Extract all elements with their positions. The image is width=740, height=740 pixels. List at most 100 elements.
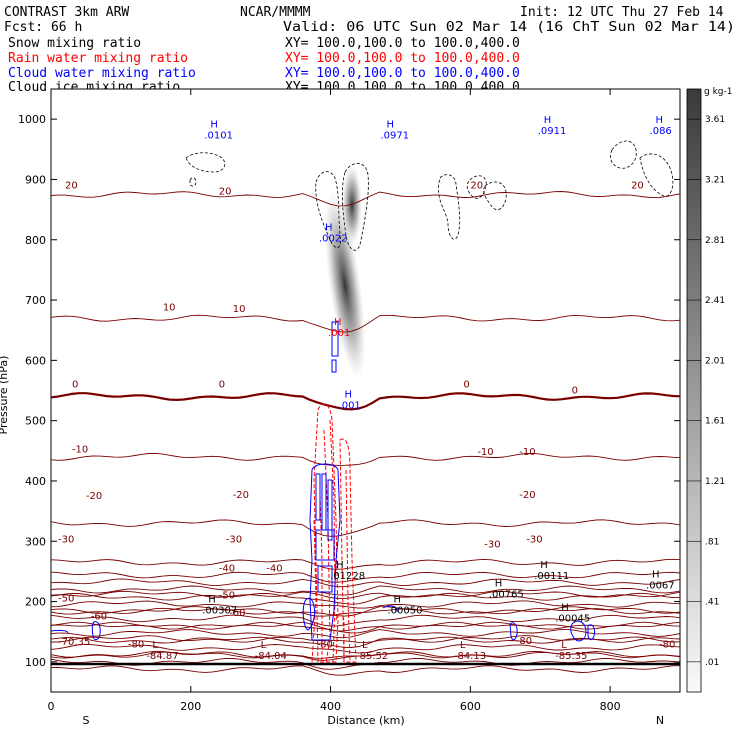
snow-plume-shading [324,190,366,380]
extremum-h-marker: H [386,119,394,130]
colorbar-tick-label: .01 [705,658,719,668]
isotherm-label: -80 [516,636,532,647]
isotherm-label: 20 [470,180,483,191]
extremum-value: .00307 [202,606,237,617]
plot-frame [50,88,681,693]
isotherm-minor [51,578,680,588]
isotherm-minor [51,600,680,609]
isotherm-label: -30 [526,534,542,545]
legend-rain: Rain water mixing ratio [8,51,188,66]
isotherm-label: 20 [65,180,78,191]
isotherm-label: -20 [86,491,102,502]
x-axis-label: Distance (km) [327,714,404,727]
isotherm-m60 [51,621,680,634]
legend-cloud-water: Cloud water mixing ratio [8,66,196,81]
xs-snow: XY= 100.0,100.0 to 100.0,400.0 [285,36,520,51]
isotherm-label: -30 [58,534,74,545]
header-init: Init: 12 UTC Thu 27 Feb 14 [520,5,724,20]
extremum-value: .00765 [489,589,524,600]
isotherm-minor [51,614,680,627]
isotherm-minor [51,636,680,648]
x-tick-label: 600 [460,700,481,713]
extremum-h-marker: H [345,390,353,401]
y-tick-label: 1000 [18,113,46,126]
extremum-value: .00045 [555,613,590,624]
extremum-h-marker: H [652,569,660,580]
extremum-value: -85.52 [356,651,388,662]
extremum-h-marker: H [561,602,569,613]
y-tick-label: 100 [25,656,46,669]
x-axis: 0 200 400 600 800 [48,89,621,713]
extremum-value: .01228 [330,571,365,582]
isotherm-label: -40 [219,563,235,574]
direction-north: N [656,714,664,727]
y-tick-label: 700 [25,294,46,307]
isotherm-label: -50 [219,591,235,602]
isotherm-label: -20 [519,490,535,501]
extremum-h-marker: H [656,115,664,126]
isotherm-label: -50 [58,594,74,605]
cloud-ice-contours [185,140,674,251]
isotherm-label: 20 [219,187,232,198]
extremum-value: .001 [339,401,361,412]
extremum-h-marker: H [544,115,552,126]
extremum-value: .001 [328,328,350,339]
isotherm-label: 0 [219,379,225,390]
isotherm-label: -60 [91,612,107,623]
isotherm-m50 [51,606,680,617]
isotherm-label: -20 [233,490,249,501]
isotherm-label: -30 [484,539,500,550]
colorbar-units: g kg-1 [704,87,732,97]
y-tick-label: 300 [25,535,46,548]
colorbar-tick-label: 2.41 [705,296,725,306]
extremum-value: .0067 [646,580,675,591]
colorbar-tick-label: .41 [705,598,719,608]
isotherm-label: 0 [463,379,469,390]
isotherm-label: -80 [128,639,144,650]
extremum-h-marker: H [325,223,333,234]
isotherm-label: -40 [266,563,282,574]
extremum-value: -85.35 [555,651,587,662]
colorbar-tick-label: 2.81 [705,236,725,246]
isotherm-minor [51,571,680,583]
isotherm-m10 [51,452,680,466]
isotherm-m30 [51,558,680,570]
xs-cloud-water: XY= 100.0,100.0 to 100.0,400.0 [285,66,520,81]
isotherm-minor [51,585,680,596]
x-tick-label: 0 [48,700,55,713]
isotherm-minor [51,607,680,617]
isotherm-label: -10 [72,445,88,456]
direction-south: S [83,714,90,727]
isotherm-label: 20 [631,180,644,191]
extremum-value: .086 [650,126,672,137]
isotherm-label: -10 [519,447,535,458]
isotherm-0 [51,392,680,411]
extremum-l-marker: L [561,640,567,651]
isotherm-m20 [51,519,680,537]
isotherm-minor [51,665,680,676]
y-tick-label: 600 [25,354,46,367]
isotherm-label: 10 [233,304,246,315]
colorbar-tick-label: 1.21 [705,477,725,487]
extremum-value: .00050 [387,606,422,617]
extremum-value: -84.87 [146,651,178,662]
extremum-h-marker: H [540,560,548,571]
isotherm-label: 0 [72,379,78,390]
y-axis-label: Pressure (hPa) [0,356,10,435]
extremum-value: .0911 [538,126,567,137]
colorbar-tick-label: 2.01 [705,356,725,366]
isotherm-20 [51,191,680,207]
isotherm-m40 [51,590,680,600]
cloud-water-contours [51,321,595,642]
isotherm-label: 0 [572,386,578,397]
extremum-value: .00111 [534,571,569,582]
isotherm-label: -30 [226,534,242,545]
xs-rain: XY= 100.0,100.0 to 100.0,400.0 [285,51,520,66]
isotherm-minor [51,643,680,654]
isotherm-label: -80 [317,639,333,650]
y-tick-label: 900 [25,173,46,186]
snow-plume-core [342,165,362,245]
extremum-l-marker: L [261,640,267,651]
